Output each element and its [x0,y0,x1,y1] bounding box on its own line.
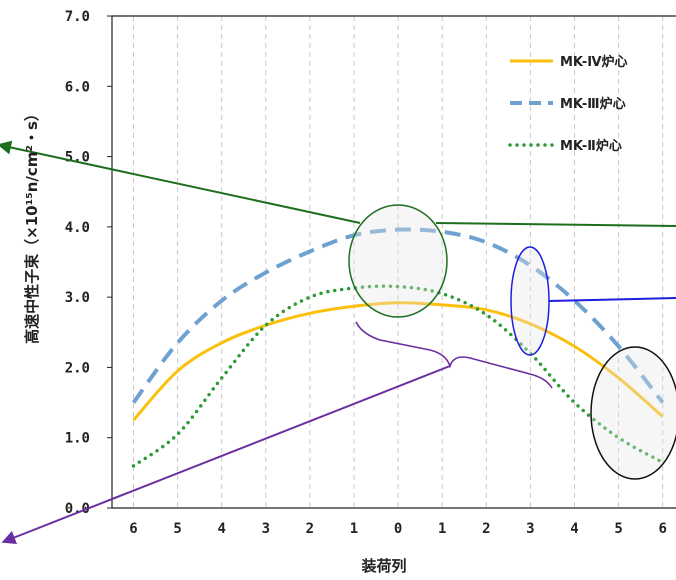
legend-label: MK-Ⅲ炉心 [560,96,626,112]
green-arrow [0,140,361,224]
x-tick-label: 2 [306,521,314,537]
x-tick-label: 6 [129,521,137,537]
annotations [0,140,676,544]
x-tick-label: 0 [394,521,402,537]
x-axis-label: 装荷列 [360,557,406,575]
x-tick-label: 4 [570,521,578,537]
x-tick-label: 6 [658,521,666,537]
y-tick-label: 4.0 [65,220,90,236]
highlight-ellipse-peak [348,204,448,318]
legend-label: MK-Ⅱ炉心 [560,138,622,154]
blue-pointer [548,297,676,302]
x-tick-label: 1 [438,521,446,537]
x-tick-label: 3 [526,521,534,537]
y-tick-label: 3.0 [65,290,90,306]
x-tick-label: 5 [614,521,622,537]
highlight-ellipse-slope [510,246,550,356]
series-lines [131,227,665,468]
x-tick-label: 1 [350,521,358,537]
y-tick-label: 6.0 [65,79,90,95]
x-tick-label: 5 [173,521,181,537]
x-tick-label: 2 [482,521,490,537]
y-tick-label: 5.0 [65,150,90,166]
series-line-2 [131,227,665,404]
green-pointer [435,222,676,227]
x-tick-labels: 6 5 4 3 2 1 0 1 2 3 4 5 6 [129,521,667,537]
y-axis-label: 高速中性子束（×10¹⁵n/cm²・s） [23,106,41,344]
y-tick-label: 0.0 [65,501,90,517]
y-tick-label: 1.0 [65,431,90,447]
purple-arrow [1,365,451,544]
legend-label: MK-Ⅳ炉心 [560,54,628,70]
y-tick-labels: 0.0 1.0 2.0 3.0 4.0 5.0 6.0 7.0 [65,9,112,517]
y-tick-label: 7.0 [65,9,90,25]
axes [111,15,676,509]
series-line-1 [132,301,664,422]
x-tick-label: 3 [262,521,270,537]
grid-lines [133,16,664,508]
legend: MK-Ⅳ炉心 MK-Ⅲ炉心 MK-Ⅱ炉心 [508,54,628,154]
y-tick-label: 2.0 [65,360,90,376]
x-tick-label: 4 [217,521,225,537]
series-line-3 [131,284,665,468]
highlight-ellipse-edge [590,346,676,480]
